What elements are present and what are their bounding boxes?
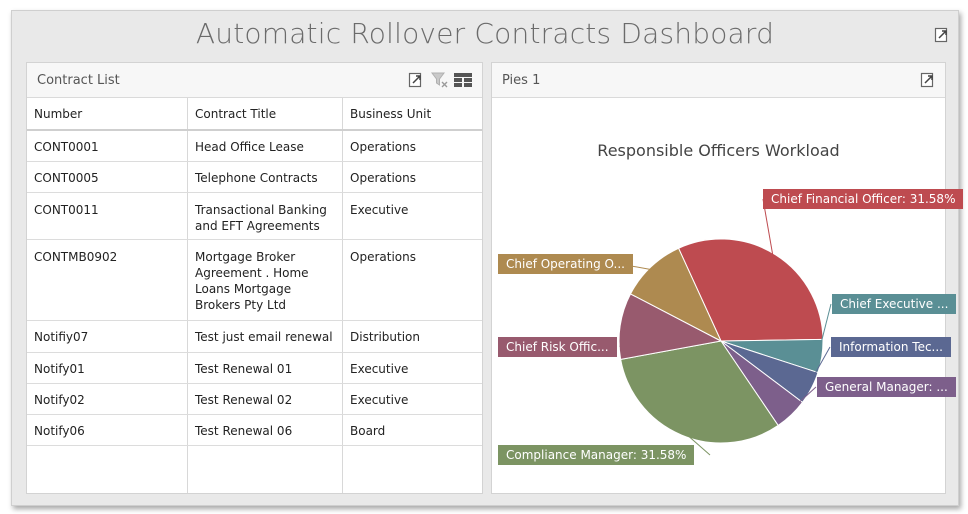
- pie-slice[interactable]: [620, 340, 779, 444]
- pie-slice[interactable]: [677, 238, 824, 342]
- dashboard-frame: Automatic Rollover Contracts Dashboard C…: [11, 10, 964, 506]
- chart-title: Responsible Officers Workload: [597, 141, 840, 160]
- cell-title[interactable]: Test just email renewal: [195, 330, 333, 344]
- contract-list-title: Contract List: [37, 73, 120, 88]
- contract-list-panel: Contract List Number Contract Title Busi…: [26, 62, 483, 494]
- row-divider: [27, 320, 482, 321]
- cell-number[interactable]: CONT0011: [34, 203, 99, 217]
- contract-table: Number Contract Title Business Unit CONT…: [27, 98, 482, 493]
- dashboard-title: Automatic Rollover Contracts Dashboard: [195, 17, 775, 50]
- pie-slice[interactable]: [618, 293, 723, 361]
- cell-unit[interactable]: Executive: [350, 362, 409, 376]
- contract-list-header: Contract List: [27, 63, 482, 98]
- row-divider: [27, 383, 482, 384]
- cell-number[interactable]: Notify06: [34, 424, 85, 438]
- pie-slice[interactable]: [629, 247, 723, 343]
- pie-chart: [618, 198, 832, 456]
- pie-panel-header: Pies 1: [492, 63, 945, 98]
- header-divider: [27, 129, 482, 131]
- cell-title[interactable]: Head Office Lease: [195, 140, 304, 154]
- cell-title[interactable]: Test Renewal 02: [195, 393, 293, 407]
- callout-chief-financial-officer[interactable]: Chief Financial Officer: 31.58%: [763, 189, 964, 209]
- cell-unit[interactable]: Operations: [350, 140, 416, 154]
- callout-chief-risk-officer[interactable]: Chief Risk Offic...: [498, 337, 617, 357]
- column-header-business-unit[interactable]: Business Unit: [350, 107, 432, 121]
- cell-number[interactable]: CONT0001: [34, 140, 99, 154]
- row-divider: [27, 161, 482, 162]
- column-divider: [187, 98, 188, 493]
- row-divider: [27, 192, 482, 193]
- row-divider: [27, 239, 482, 240]
- row-divider: [27, 445, 482, 446]
- leader-line: [788, 386, 817, 413]
- callout-general-manager[interactable]: General Manager: ...: [817, 377, 956, 397]
- cell-title[interactable]: Transactional Banking and EFT Agreements: [195, 203, 327, 233]
- cell-unit[interactable]: Operations: [350, 171, 416, 185]
- clear-filter-icon[interactable]: [431, 72, 448, 88]
- export-icon[interactable]: [920, 72, 936, 88]
- cell-number[interactable]: Notify01: [34, 362, 85, 376]
- pie-panel: Pies 1 Responsible Officers Workload Chi…: [491, 62, 964, 494]
- cell-title[interactable]: Telephone Contracts: [195, 171, 318, 185]
- callout-chief-operating-officer[interactable]: Chief Operating O...: [498, 254, 633, 274]
- cell-title[interactable]: Test Renewal 01: [195, 362, 293, 376]
- column-header-number[interactable]: Number: [34, 107, 83, 121]
- cell-unit[interactable]: Operations: [350, 250, 416, 264]
- cell-unit[interactable]: Board: [350, 424, 386, 438]
- dashboard-export-icon[interactable]: [934, 27, 950, 43]
- callout-compliance-manager[interactable]: Compliance Manager: 31.58%: [498, 445, 695, 465]
- leader-line: [807, 346, 831, 387]
- cell-unit[interactable]: Distribution: [350, 330, 421, 344]
- cell-number[interactable]: Notify02: [34, 393, 85, 407]
- cell-title[interactable]: Mortgage Broker Agreement . Home Loans M…: [195, 250, 309, 312]
- pie-panel-title: Pies 1: [502, 73, 541, 88]
- leader-line: [682, 431, 711, 456]
- cell-number[interactable]: Notifiy07: [34, 330, 89, 344]
- column-divider: [342, 98, 343, 493]
- cell-title[interactable]: Test Renewal 06: [195, 424, 293, 438]
- column-header-contract-title[interactable]: Contract Title: [195, 107, 277, 121]
- callout-information-technology[interactable]: Information Tec...: [831, 337, 951, 357]
- cell-unit[interactable]: Executive: [350, 393, 409, 407]
- leader-line: [619, 326, 625, 348]
- cell-number[interactable]: CONT0005: [34, 171, 99, 185]
- cell-number[interactable]: CONTMB0902: [34, 250, 118, 264]
- grid-layout-icon[interactable]: [454, 73, 472, 89]
- row-divider: [27, 352, 482, 353]
- cell-unit[interactable]: Executive: [350, 203, 409, 217]
- leader-line: [817, 303, 832, 356]
- callout-chief-executive[interactable]: Chief Executive ...: [832, 294, 957, 314]
- export-icon[interactable]: [408, 72, 424, 88]
- row-divider: [27, 414, 482, 415]
